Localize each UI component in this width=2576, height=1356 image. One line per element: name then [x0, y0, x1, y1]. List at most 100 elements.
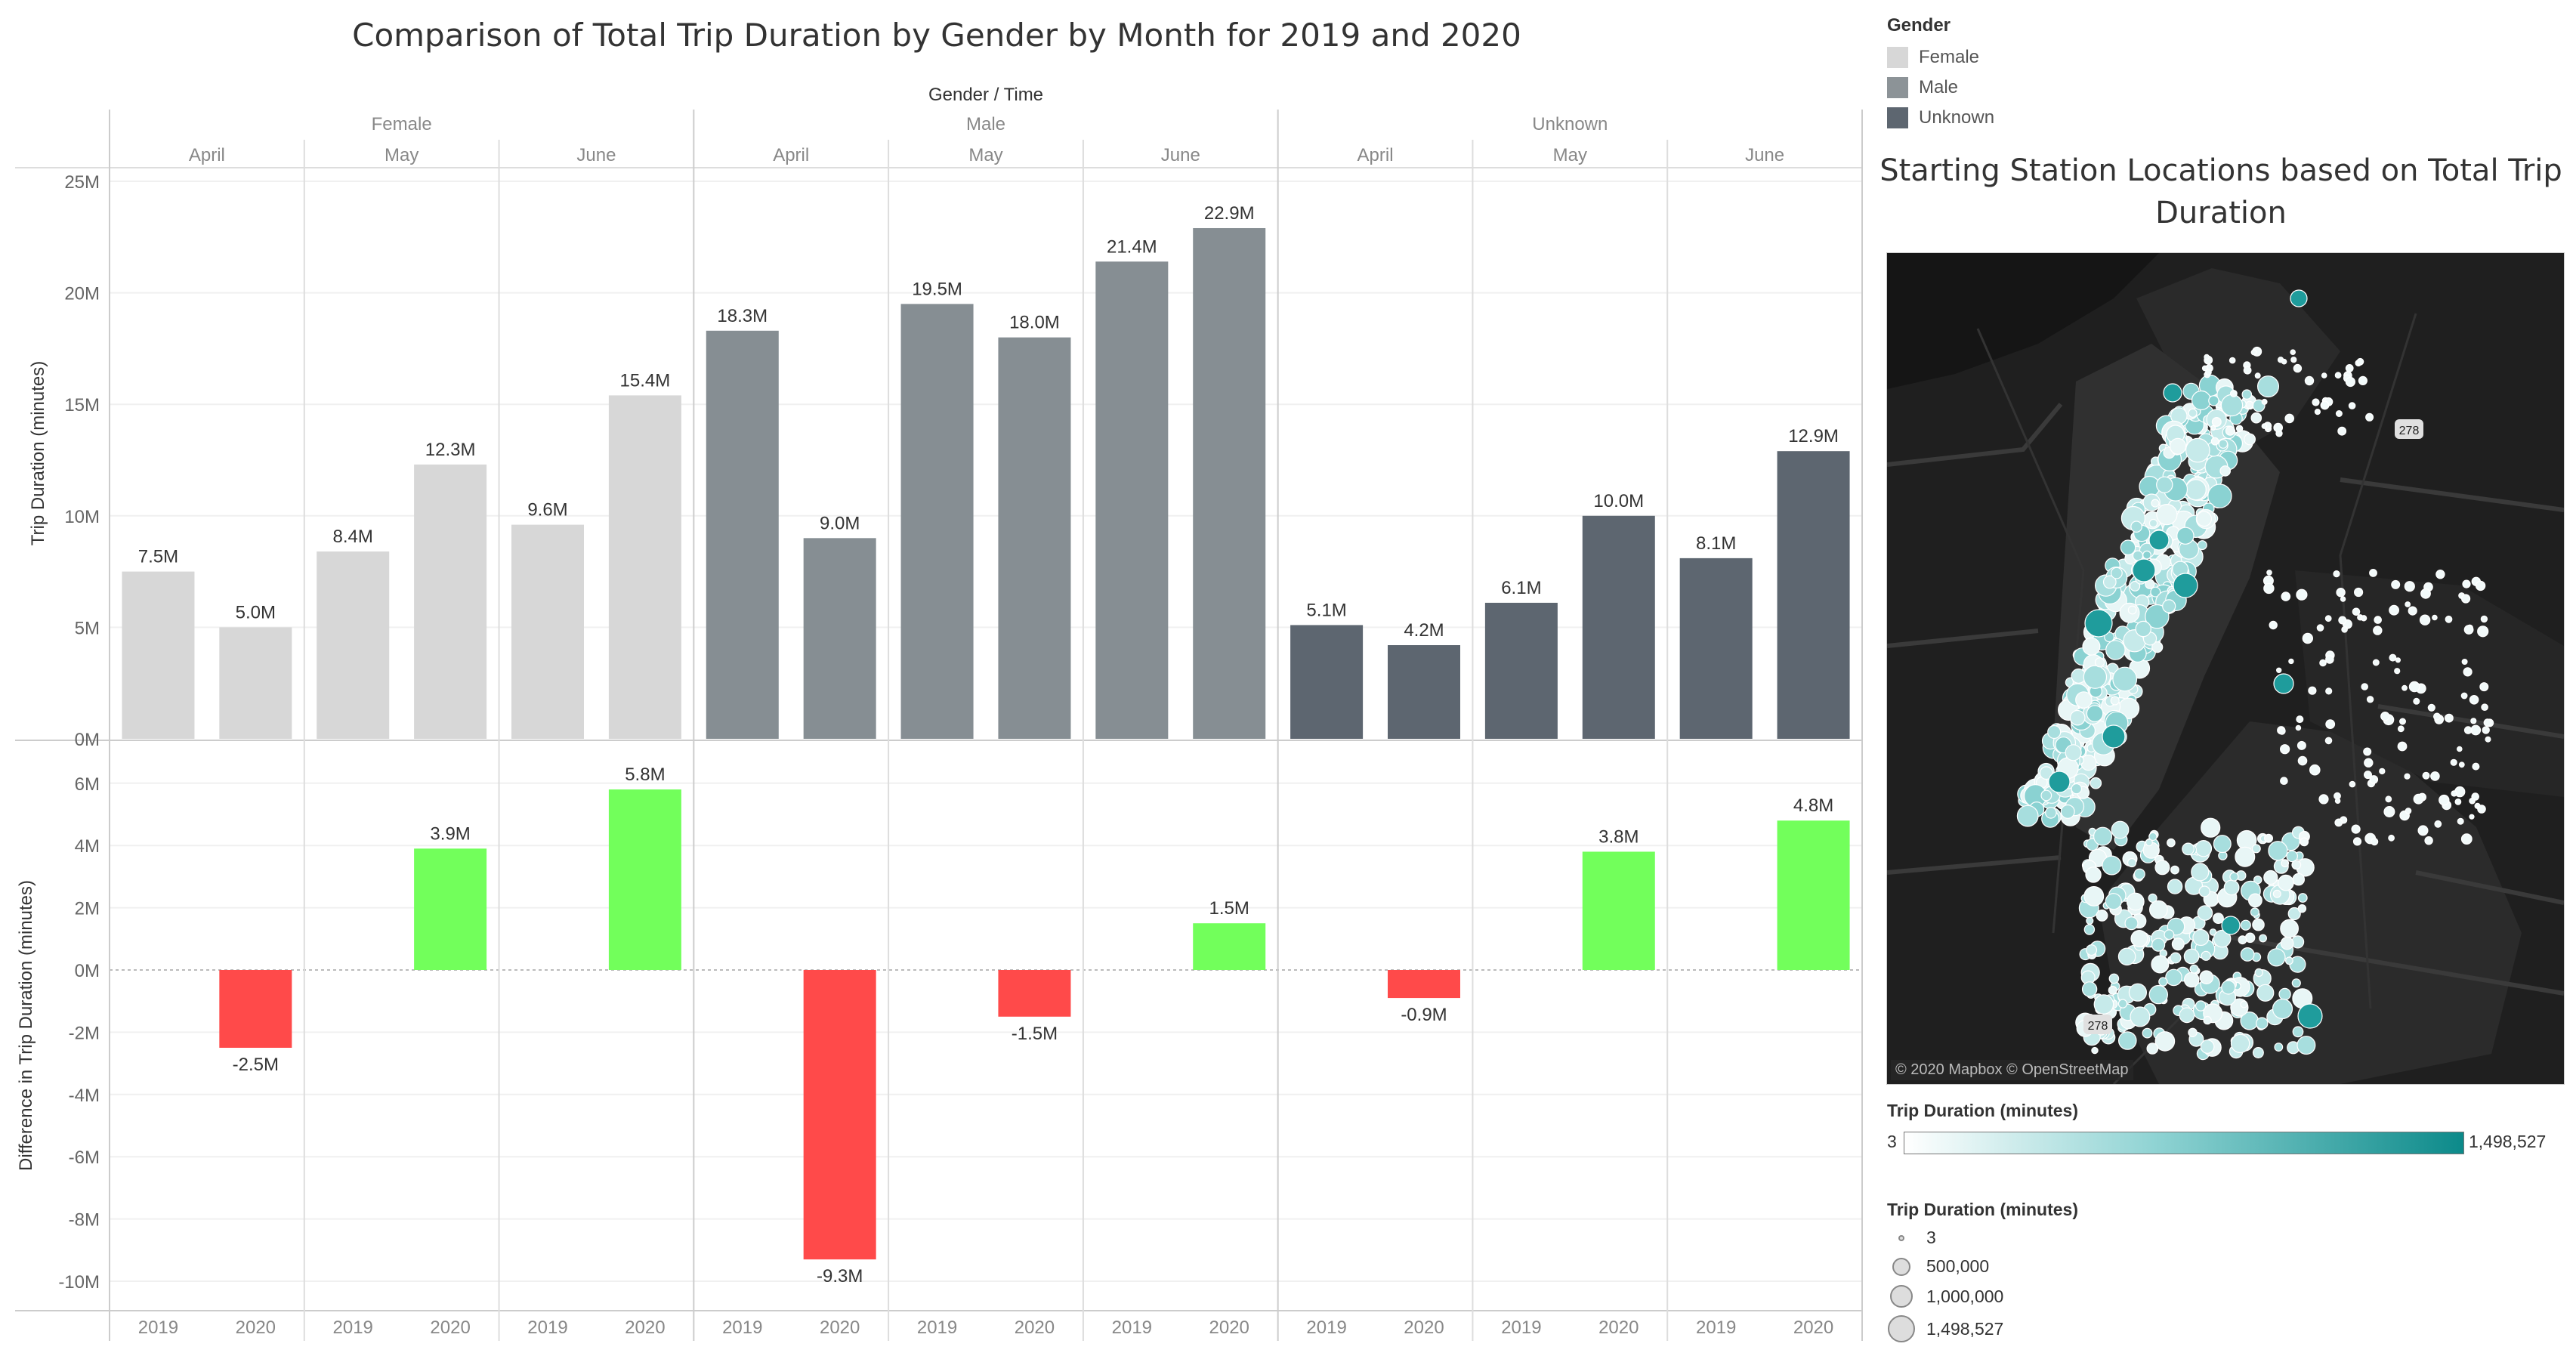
- station-dot[interactable]: [2195, 840, 2213, 857]
- station-dot[interactable]: [2151, 641, 2164, 653]
- station-dot[interactable]: [2016, 805, 2039, 827]
- station-dot[interactable]: [2263, 870, 2278, 885]
- station-dot[interactable]: [2463, 667, 2473, 677]
- station-dot[interactable]: [2480, 615, 2488, 623]
- station-dot[interactable]: [2191, 863, 2210, 882]
- station-dot[interactable]: [2460, 594, 2471, 604]
- station-dot[interactable]: [2408, 681, 2420, 693]
- station-dot[interactable]: [2200, 1039, 2215, 1054]
- station-dot[interactable]: [2479, 682, 2489, 692]
- station-dot[interactable]: [2389, 604, 2399, 616]
- station-dot[interactable]: [2404, 773, 2411, 780]
- station-dot[interactable]: [2171, 937, 2185, 951]
- station-dot[interactable]: [2127, 605, 2137, 615]
- station-dot[interactable]: [2090, 777, 2102, 789]
- station-dot[interactable]: [2154, 860, 2170, 876]
- station-dot[interactable]: [2060, 804, 2075, 819]
- station-dot[interactable]: [2427, 703, 2435, 712]
- station-dot[interactable]: [2324, 737, 2333, 745]
- station-dot[interactable]: [2108, 973, 2120, 984]
- station-dot[interactable]: [2130, 580, 2141, 592]
- station-dot[interactable]: [2279, 744, 2290, 755]
- station-dot[interactable]: [2383, 805, 2395, 817]
- station-dot[interactable]: [2366, 696, 2374, 703]
- station-dot[interactable]: [2296, 715, 2304, 724]
- station-dot[interactable]: [2151, 499, 2160, 508]
- station-dot[interactable]: [2183, 971, 2200, 988]
- station-dot[interactable]: [2297, 904, 2307, 913]
- station-dot[interactable]: [2485, 736, 2491, 743]
- station-dot[interactable]: [2319, 659, 2327, 667]
- station-dot[interactable]: [2085, 866, 2102, 883]
- station-dot[interactable]: [2363, 771, 2372, 780]
- station-dot[interactable]: [2309, 764, 2321, 776]
- station-dot[interactable]: [2268, 841, 2288, 861]
- station-dot[interactable]: [2040, 789, 2052, 802]
- station-dot[interactable]: [2252, 918, 2265, 931]
- station-dot[interactable]: [2083, 886, 2105, 907]
- station-dot[interactable]: [2312, 398, 2320, 406]
- station-dot[interactable]: [2261, 398, 2268, 405]
- station-dot[interactable]: [2244, 433, 2256, 446]
- station-dot[interactable]: [2302, 632, 2314, 644]
- station-dot[interactable]: [2353, 587, 2364, 598]
- station-dot[interactable]: [2128, 983, 2147, 1002]
- station-dot[interactable]: [2276, 667, 2282, 674]
- station-dot[interactable]: [2267, 948, 2286, 967]
- station-dot[interactable]: [2278, 727, 2286, 735]
- station-dot[interactable]: [2197, 905, 2213, 921]
- station-dot[interactable]: [2450, 758, 2457, 766]
- station-dot[interactable]: [2211, 417, 2222, 428]
- station-dot[interactable]: [2170, 952, 2182, 964]
- station-dot[interactable]: [2165, 968, 2182, 987]
- station-dot[interactable]: [2290, 357, 2297, 363]
- station-dot[interactable]: [2156, 476, 2173, 493]
- station-dot[interactable]: [2102, 855, 2122, 876]
- station-dot[interactable]: [2185, 437, 2210, 463]
- station-dot[interactable]: [2472, 762, 2480, 771]
- station-dot[interactable]: [2470, 718, 2477, 724]
- station-dot[interactable]: [2150, 586, 2161, 598]
- station-dot[interactable]: [2432, 614, 2438, 621]
- station-dot[interactable]: [2130, 929, 2148, 947]
- station-dot[interactable]: [2318, 794, 2329, 805]
- station-dot[interactable]: [2445, 713, 2454, 723]
- station-dot[interactable]: [2272, 889, 2281, 898]
- station-dot[interactable]: [2039, 766, 2053, 780]
- station-dot[interactable]: [2252, 1046, 2264, 1058]
- station-dot[interactable]: [2154, 1031, 2176, 1052]
- station-dot[interactable]: [2373, 625, 2383, 635]
- station-dot[interactable]: [2292, 1026, 2304, 1038]
- station-dot[interactable]: [2398, 718, 2406, 725]
- station-dot[interactable]: [2130, 520, 2142, 533]
- station-dot[interactable]: [2463, 625, 2474, 635]
- station-dot[interactable]: [2250, 907, 2259, 917]
- station-dot[interactable]: [2439, 794, 2450, 806]
- station-dot[interactable]: [2167, 838, 2176, 848]
- station-dot[interactable]: [2405, 601, 2411, 607]
- station-dot[interactable]: [2361, 683, 2368, 690]
- station-dot[interactable]: [2278, 874, 2294, 891]
- station-dot[interactable]: [2432, 712, 2441, 721]
- station-dot[interactable]: [2435, 570, 2445, 579]
- station-dot[interactable]: [2280, 919, 2299, 938]
- station-dot[interactable]: [2185, 479, 2207, 501]
- station-dot[interactable]: [2182, 842, 2195, 856]
- station-dot[interactable]: [2256, 984, 2275, 1002]
- station-dot[interactable]: [2469, 694, 2479, 705]
- station-dot[interactable]: [2335, 410, 2343, 418]
- station-dot-large[interactable]: [2102, 724, 2126, 749]
- station-dot[interactable]: [2288, 658, 2294, 665]
- map-canvas[interactable]: 278 278: [1887, 253, 2564, 1084]
- station-dot[interactable]: [2149, 900, 2168, 919]
- station-dot[interactable]: [2469, 797, 2476, 805]
- station-dot[interactable]: [2360, 615, 2368, 622]
- station-dot[interactable]: [2148, 984, 2168, 1005]
- station-dot[interactable]: [2456, 746, 2463, 752]
- station-dot[interactable]: [2356, 357, 2364, 366]
- station-dot[interactable]: [2261, 423, 2268, 429]
- station-dot[interactable]: [2461, 658, 2468, 665]
- station-dot[interactable]: [2413, 697, 2420, 705]
- station-dot[interactable]: [2223, 879, 2240, 896]
- station-dot[interactable]: [2130, 1006, 2151, 1027]
